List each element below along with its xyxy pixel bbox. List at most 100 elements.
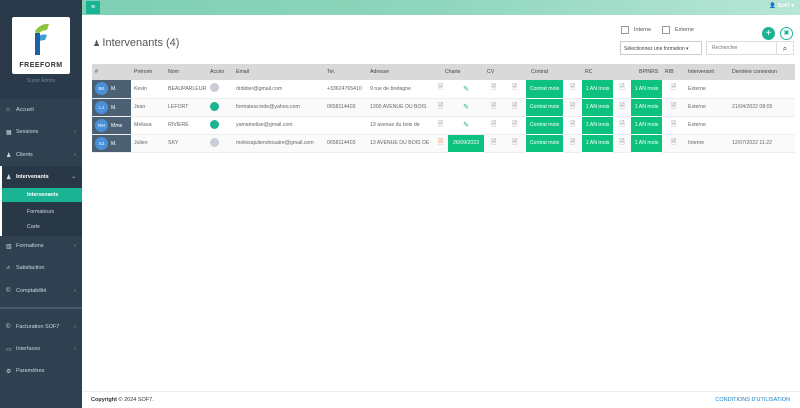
edit-icon[interactable]: ✎ [448,98,485,117]
rib-pdf-icon[interactable]: 🗎 [662,134,686,153]
nom-cell: SKY [165,134,207,153]
rib-pdf-icon[interactable]: 🗎 [662,116,686,135]
cv-pdf-icon[interactable]: 🗎 [484,134,504,153]
col-adresse[interactable]: Adresse [367,64,433,80]
rc-pdf-icon[interactable]: 🗎 [613,116,632,135]
sub-item-formateurs[interactable]: Formateurs [27,209,55,215]
col-charte[interactable]: Charte [433,64,485,80]
rc-cell[interactable]: 1 AN mois [582,80,614,99]
col-rc[interactable]: RC [582,64,632,80]
edit-icon[interactable]: ✎ [448,116,485,135]
contrat-pdf-icon[interactable]: 🗎 [563,116,583,135]
sub-item-carte[interactable]: Carte [27,224,40,230]
sidebar-item-clients[interactable]: ♟ Clients ‹ [0,145,82,165]
rib-pdf-icon[interactable]: 🗎 [662,98,686,117]
sidebar-item-intervenants[interactable]: ♟ Intervenants ⌄ [0,167,82,187]
checkbox-label: Interne [634,27,652,33]
add-intervenant-button[interactable]: + [762,27,775,40]
chevron-left-icon: ‹ [74,129,76,135]
col-derniere-connexion[interactable]: Dernière connexion [729,64,796,80]
cv-pdf-icon[interactable]: 🗎 [484,116,504,135]
sidebar-item-interfaces[interactable]: ▭ Interfaces ‹ [0,339,82,359]
checkbox-label: Externe [675,27,694,33]
formation-select[interactable]: Sélectionnez une formation ▾ [620,41,702,55]
search-button[interactable]: ⌕ [776,41,794,55]
document-pdf-icon[interactable]: 🗎 [503,80,527,99]
rc-pdf-icon[interactable]: 🗎 [613,134,632,153]
sidebar-item-sessions[interactable]: ▦ Sessions ‹ [0,122,82,142]
terms-link[interactable]: CONDITIONS D'UTILISATION [715,397,790,403]
access-status-dot[interactable] [210,137,219,147]
sub-item-intervenants[interactable]: Intervenants [2,188,82,202]
user-menu[interactable]: 👤 Sof7 ▾ [769,3,794,9]
table-row[interactable]: BK M. Kevin BEAUPARLEUR drdidier@gmail.co… [92,80,796,99]
rc-cell[interactable]: 1 AN mois [582,116,614,135]
bpinrs-cell[interactable]: 1 AN mois [631,134,663,153]
col-acces[interactable]: Accès [207,64,233,80]
access-status-dot[interactable] [210,83,219,93]
charte-pdf-icon[interactable]: 🗎 [433,80,448,99]
sidebar-item-formations[interactable]: ▥ Formations ‹ [0,236,82,256]
search-input[interactable] [706,41,777,55]
charte-pdf-icon[interactable]: 🗎 [433,98,448,117]
acces-cell [207,134,233,153]
email-cell: formateur.inde@yahoo.com [233,98,324,117]
document-pdf-icon[interactable]: 🗎 [503,116,527,135]
nav-label: Comptabilité [16,288,47,294]
col-nom[interactable]: Nom [165,64,207,80]
civility: M. [111,86,117,93]
sidebar-item-comptabilite[interactable]: © Comptabilité ‹ [0,281,82,301]
charte-pdf-icon[interactable]: 🗎 [433,134,448,153]
table-row[interactable]: LJ M. Jean LEFORT formateur.inde@yahoo.co… [92,98,796,117]
bpinrs-cell[interactable]: 1 AN mois [631,80,663,99]
filter-interne-checkbox[interactable]: Interne [621,26,651,34]
rc-pdf-icon[interactable]: 🗎 [613,98,632,117]
cv-pdf-icon[interactable]: 🗎 [484,98,504,117]
contrat-cell[interactable]: Contrat mois [526,134,564,153]
nav-label: Intervenants [16,174,49,180]
bpinrs-cell[interactable]: 1 AN mois [631,98,663,117]
contrat-pdf-icon[interactable]: 🗎 [563,134,583,153]
export-excel-button[interactable]: ▣ [780,27,793,40]
col-bpinrs[interactable]: BPINRS [631,64,663,80]
footer: Copyright © 2024 SOF7. CONDITIONS D'UTIL… [82,391,800,408]
document-pdf-icon[interactable]: 🗎 [503,98,527,117]
col-tel[interactable]: Tel. [324,64,367,80]
charte-pdf-icon[interactable]: 🗎 [433,116,448,135]
sidebar-item-parametres[interactable]: ⚙ Paramètres [0,361,82,381]
col-rib[interactable]: RIB [662,64,686,80]
col-contrat[interactable]: Contrat [526,64,583,80]
edit-icon[interactable]: ✎ [448,80,485,99]
checkbox-box[interactable] [662,26,670,34]
contrat-cell[interactable]: Contrat mois [526,98,564,117]
rib-pdf-icon[interactable]: 🗎 [662,80,686,99]
contrat-cell[interactable]: Contrat mois [526,116,564,135]
rc-cell[interactable]: 1 AN mois [582,98,614,117]
hamburger-menu-button[interactable]: ≡ [86,1,100,14]
top-bar: ≡ 👤 Sof7 ▾ [82,0,800,15]
col-intervenant[interactable]: Intervenant [685,64,730,80]
cv-pdf-icon[interactable]: 🗎 [484,80,504,99]
access-status-dot[interactable] [210,101,219,111]
table-row[interactable]: RM Mme Melissa RIVIERE yamamelise@gmail.c… [92,116,796,135]
contrat-pdf-icon[interactable]: 🗎 [563,98,583,117]
contrat-pdf-icon[interactable]: 🗎 [563,80,583,99]
document-pdf-icon[interactable]: 🗎 [503,134,527,153]
gears-icon: ⚙ [6,368,12,375]
col-email[interactable]: Email [233,64,324,80]
col-prenom[interactable]: Prénom [131,64,165,80]
checkbox-box[interactable] [621,26,629,34]
col-cv[interactable]: CV [484,64,527,80]
id-cell: BK M. [92,80,131,99]
filter-externe-checkbox[interactable]: Externe [662,26,694,34]
access-status-dot[interactable] [210,119,219,129]
table-row[interactable]: SJ M. Julien SKY melissajuliendrouaire@gm… [92,134,796,153]
bpinrs-cell[interactable]: 1 AN mois [631,116,663,135]
charte-date: 26/09/2023 [448,134,485,153]
rc-cell[interactable]: 1 AN mois [582,134,614,153]
sidebar-item-facturation[interactable]: © Facturation SOF7 ‹ [0,317,82,337]
rc-pdf-icon[interactable]: 🗎 [613,80,632,99]
sidebar-item-accueil[interactable]: ⌂ Accueil [0,100,82,120]
sidebar-item-satisfaction[interactable]: ⩘ Satisfaction [0,258,82,278]
contrat-cell[interactable]: Contrat mois [526,80,564,99]
